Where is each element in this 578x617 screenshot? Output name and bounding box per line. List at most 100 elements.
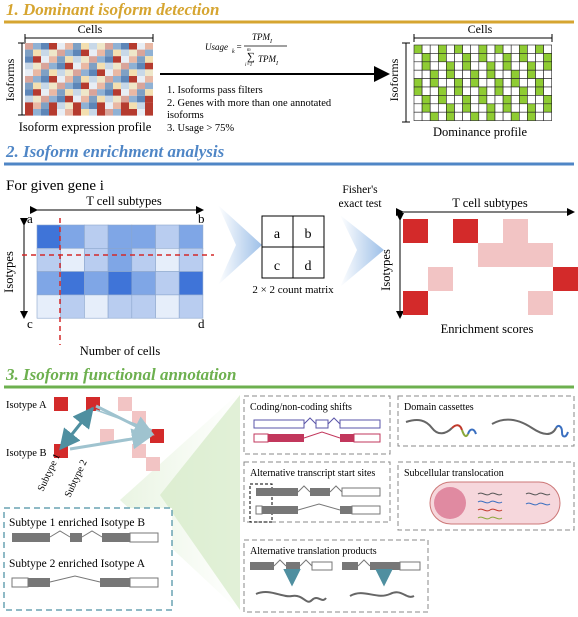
- svg-text:Alternative transcript start s: Alternative transcript start sites: [250, 468, 375, 479]
- dominance-cell: [454, 111, 463, 121]
- dominance-cell: [421, 103, 431, 113]
- section-1-title: 1. Dominant isoform detection: [6, 0, 219, 19]
- count-cell: [155, 294, 180, 319]
- svg-text:∑: ∑: [247, 51, 255, 63]
- dominance-cell: [510, 111, 520, 121]
- dominance-cell: [421, 44, 431, 54]
- dominance-cell: [413, 95, 423, 105]
- count-cell: [131, 271, 156, 296]
- s1-cells-label-right: Cells: [468, 22, 493, 36]
- heatmap-cell: [65, 62, 73, 70]
- dominance-cell: [494, 86, 504, 96]
- enriched-1: Subtype 1 enriched Isotype B: [9, 517, 145, 529]
- heatmap-cell: [73, 82, 81, 90]
- dominance-cell: [494, 69, 504, 79]
- dominance-cell: [518, 111, 528, 121]
- heatmap-cell: [121, 76, 129, 83]
- dominance-cell: [470, 78, 480, 88]
- svg-text:b: b: [305, 227, 312, 242]
- dominance-cell: [429, 61, 439, 71]
- heatmap-cell: [105, 95, 113, 103]
- heatmap-cell: [97, 109, 105, 116]
- heatmap-cell: [57, 43, 65, 50]
- dominance-cell: [494, 103, 504, 113]
- heatmap-cell: [113, 76, 121, 83]
- dominance-cell: [486, 61, 496, 71]
- heatmap-cell: [89, 95, 97, 103]
- dominance-cell: [454, 61, 463, 71]
- dominance-cell: [478, 103, 488, 113]
- dominance-cell: [421, 69, 431, 79]
- dominance-cell: [527, 53, 536, 63]
- heatmap-cell: [121, 62, 129, 70]
- heatmap-cell: [49, 43, 57, 50]
- heatmap-cell: [145, 95, 153, 103]
- heatmap-cell: [113, 62, 121, 70]
- heatmap-cell: [105, 56, 113, 63]
- heatmap-cell: [97, 56, 105, 63]
- heatmap-cell: [129, 89, 137, 96]
- enrichment-cell: [453, 219, 478, 243]
- heatmap-cell: [49, 89, 57, 96]
- s1-step-2: 2. Genes with more than one annotated: [167, 98, 332, 109]
- count-cell: [107, 248, 133, 272]
- dominance-cell: [543, 111, 552, 121]
- dominance-cell: [510, 78, 520, 88]
- heatmap-cell: [81, 102, 89, 109]
- count-cell: [155, 248, 180, 272]
- count-cell: [131, 248, 156, 272]
- dominance-cell: [543, 95, 552, 105]
- isotype-b-label: Isotype B: [6, 448, 47, 459]
- heatmap-cell: [41, 95, 49, 103]
- heatmap-cell: [57, 49, 65, 57]
- svg-text:I: I: [269, 39, 273, 45]
- heatmap-cell: [73, 56, 81, 63]
- svg-text:c: c: [274, 259, 280, 274]
- heatmap-cell: [41, 62, 49, 70]
- dominance-cell: [421, 86, 431, 96]
- section-3-title: 3. Isoform functional annotation: [5, 365, 237, 384]
- dominance-cell: [535, 69, 544, 79]
- dominance-cell: [429, 95, 439, 105]
- heatmap-cell: [33, 49, 41, 57]
- dominance-cell: [446, 78, 455, 88]
- heatmap-cell: [129, 102, 137, 109]
- dominance-cell: [486, 111, 496, 121]
- count-cell: [84, 271, 109, 296]
- heatmap-cell: [121, 89, 129, 96]
- dominance-cell: [462, 78, 472, 88]
- count-cell: [36, 271, 62, 296]
- heatmap-cell: [97, 76, 105, 83]
- heatmap-cell: [49, 69, 57, 76]
- dominance-cell: [518, 44, 528, 54]
- heatmap-cell: [121, 95, 129, 103]
- heatmap-cell: [97, 43, 105, 50]
- svg-text:Usage: Usage: [205, 42, 228, 52]
- dominance-cell: [437, 61, 447, 71]
- heatmap-cell: [105, 62, 113, 70]
- dominance-cell: [502, 95, 512, 105]
- s2-isotypes: Isotypes: [2, 251, 16, 293]
- enrichment-cell: [503, 219, 528, 243]
- enrichment-grid: [403, 219, 578, 315]
- heatmap-cell: [25, 102, 33, 109]
- heatmap-cell: [41, 102, 49, 109]
- svg-text:i=1: i=1: [245, 63, 252, 68]
- heatmap-cell: [33, 62, 41, 70]
- heatmap-cell: [89, 102, 97, 109]
- dominance-cell: [494, 44, 504, 54]
- heatmap-cell: [81, 76, 89, 83]
- heatmap-cell: [49, 76, 57, 83]
- dominance-cell: [502, 111, 512, 121]
- dominance-cell: [543, 78, 552, 88]
- panel-subcellular: Subcellular translocation: [397, 461, 575, 531]
- heatmap-cell: [105, 76, 113, 83]
- heatmap-cell: [65, 102, 73, 109]
- dominance-cell: [502, 69, 512, 79]
- dominance-cell: [446, 61, 455, 71]
- dominance-cell: [454, 95, 463, 105]
- dominance-cell: [535, 86, 544, 96]
- dominance-cell: [413, 111, 423, 121]
- count-cell: [36, 248, 62, 272]
- count-cell: [131, 224, 156, 249]
